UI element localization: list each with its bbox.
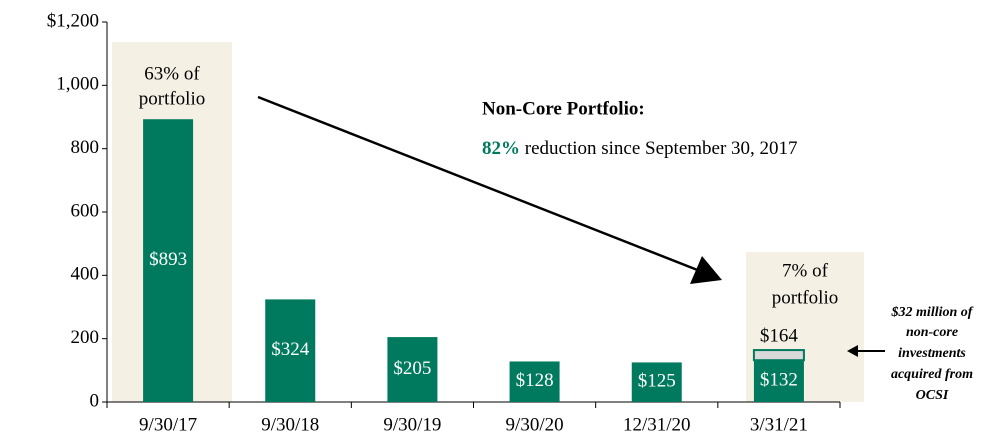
y-tick-label: 1,000 — [56, 74, 99, 95]
bar-label: $324 — [271, 339, 310, 360]
arrow-head — [690, 256, 722, 284]
bar-label: $893 — [149, 249, 187, 270]
bar-label: $125 — [638, 371, 676, 392]
x-tick-label: 3/31/21 — [750, 414, 808, 435]
y-tick-label: 600 — [71, 200, 100, 221]
trend-arrow — [257, 95, 701, 273]
subheading-text: reduction since September 30, 2017 — [525, 138, 798, 159]
share-label: portfolio — [772, 287, 839, 308]
x-tick-label: 9/30/19 — [383, 414, 441, 435]
note-line: non-core — [906, 325, 958, 340]
x-tick-label: 12/31/20 — [623, 414, 691, 435]
bar — [143, 119, 194, 402]
bar-label: $132 — [760, 369, 798, 390]
y-tick-label: 200 — [71, 327, 100, 348]
total-label: $164 — [760, 325, 799, 346]
y-tick-label: 0 — [90, 390, 100, 411]
bar — [631, 362, 682, 402]
note-line: investments — [898, 346, 966, 361]
y-tick-label: $1,200 — [47, 10, 99, 31]
note: $32 million of non-core investments acqu… — [891, 305, 974, 403]
bar — [265, 299, 316, 402]
highlight: 82% — [482, 138, 520, 159]
y-tick-label: 400 — [71, 264, 100, 285]
x-tick-label: 9/30/17 — [139, 414, 197, 435]
y-tick-label: 800 — [71, 137, 100, 158]
x-tick-label: 9/30/18 — [261, 414, 319, 435]
subheading: 82% reduction since September 30, 2017 — [482, 138, 798, 159]
share-label: 63% of — [144, 63, 200, 84]
bar — [387, 337, 438, 402]
bar — [752, 349, 805, 362]
bar — [753, 360, 804, 402]
heading: Non-Core Portfolio: — [482, 98, 645, 119]
share-label: 7% of — [782, 260, 829, 281]
bar-label: $205 — [393, 358, 431, 379]
arrow-head — [847, 345, 858, 357]
x-tick-label: 9/30/20 — [506, 414, 564, 435]
note-line: OCSI — [916, 388, 949, 403]
note-line: acquired from — [891, 367, 973, 382]
bar-label: $128 — [516, 370, 554, 391]
bar — [509, 361, 560, 402]
share-label: portfolio — [139, 88, 206, 109]
note-line: $32 million of — [891, 305, 974, 320]
